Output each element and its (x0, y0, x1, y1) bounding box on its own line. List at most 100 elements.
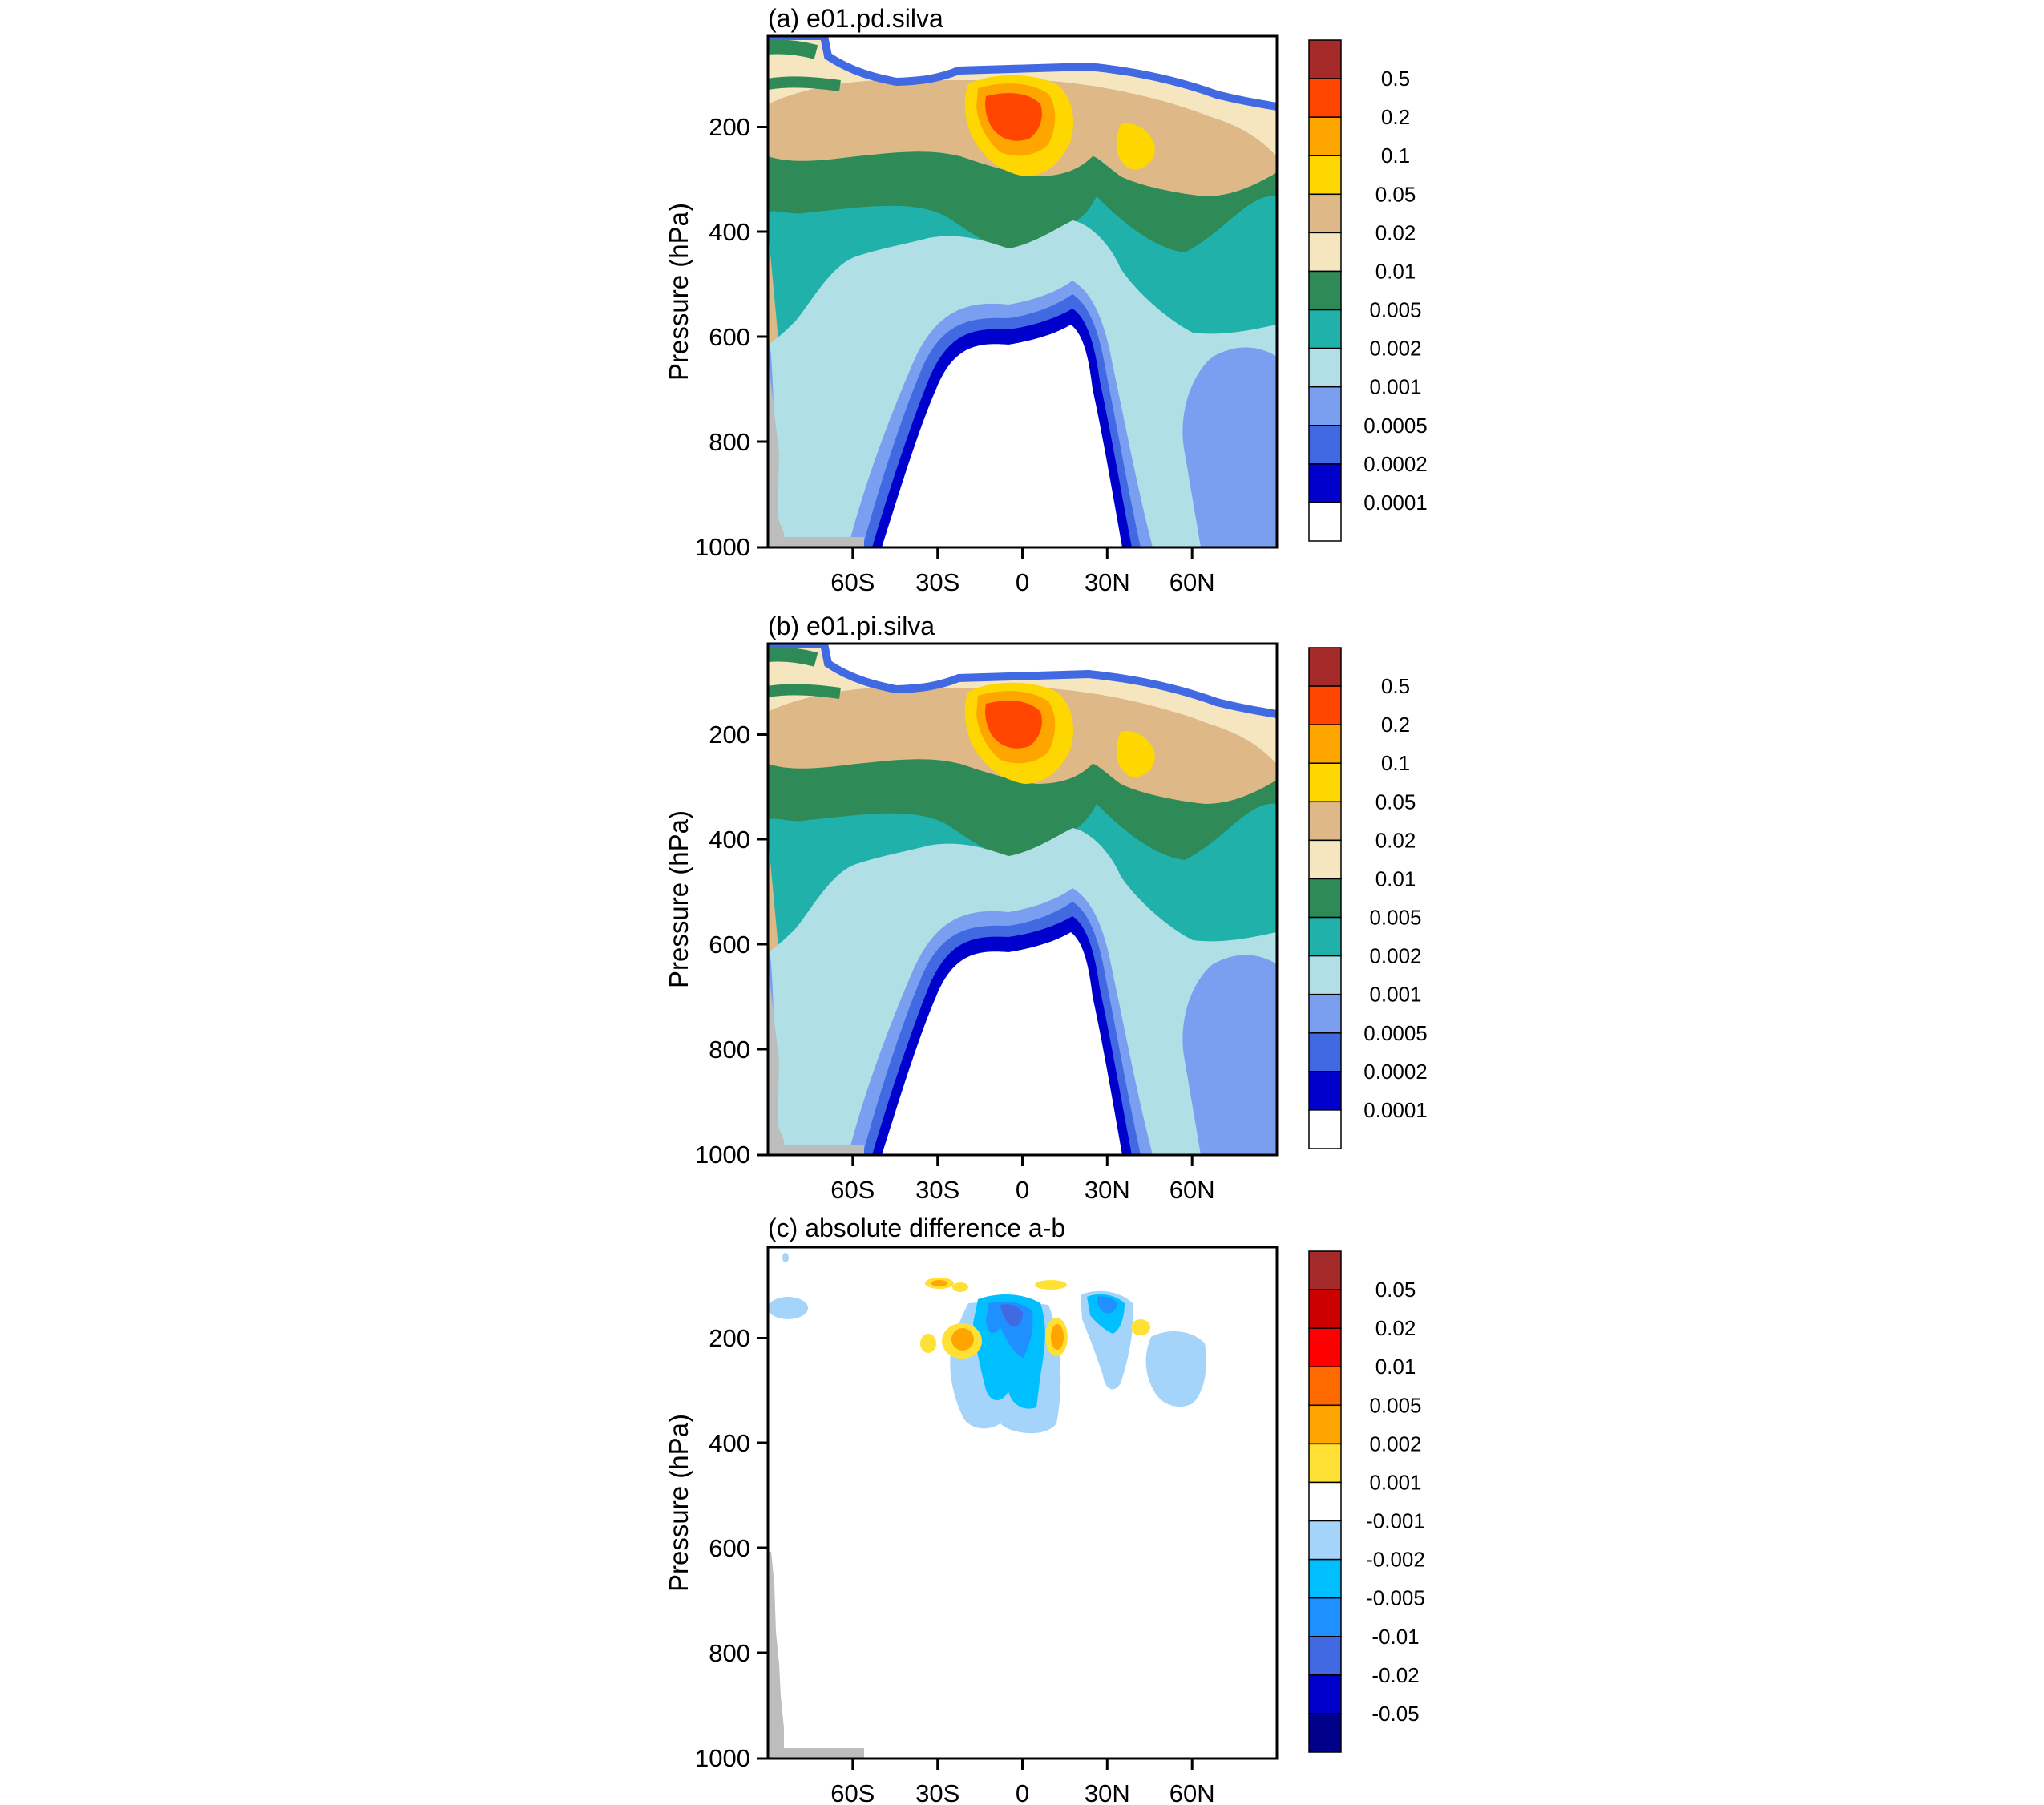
colorbar-label: 0.0005 (1363, 414, 1428, 438)
colorbar-swatch (1308, 78, 1342, 118)
y-axis-label: Pressure (hPa) (664, 203, 693, 381)
orography-mask (768, 357, 864, 547)
x-tick-label: 30N (1085, 1176, 1130, 1204)
stratosphere-white (768, 36, 1277, 104)
anomaly-negative (768, 1297, 808, 1319)
x-tick-label: 0 (1016, 568, 1029, 596)
y-tick-label: 600 (709, 931, 750, 959)
x-tick-label: 30S (915, 568, 959, 596)
colorbar-swatch (1308, 647, 1342, 687)
colorbar-swatch (1308, 1713, 1342, 1753)
colorbar-swatch (1308, 878, 1342, 919)
colorbar-label: 0.5 (1381, 674, 1410, 698)
x-tick-label: 60S (830, 1779, 875, 1805)
colorbar-label: 0.01 (1375, 259, 1416, 283)
colorbar-label: 0.05 (1375, 182, 1416, 206)
panel-title: (b) e01.pi.silva (768, 612, 935, 640)
polar-band-2 (768, 684, 841, 699)
colorbar-label: 0.002 (1369, 337, 1421, 361)
y-tick-label: 1000 (695, 1141, 750, 1169)
colorbar-swatch (1308, 801, 1342, 842)
y-tick-label: 1000 (695, 1744, 750, 1772)
colorbar-swatch (1308, 39, 1342, 79)
colorbar-label: 0.005 (1369, 1393, 1421, 1417)
y-tick-label: 200 (709, 721, 750, 749)
colorbar-label: 0.02 (1375, 828, 1416, 852)
x-axis: 60S 30S 0 30N 60N (830, 1759, 1215, 1805)
x-tick-label: 30N (1085, 568, 1130, 596)
colorbar-label: -0.01 (1371, 1625, 1419, 1649)
colorbar-swatch (1308, 1366, 1342, 1407)
y-axis: 200 400 600 800 1000 Pressure (hPa) (664, 1324, 768, 1772)
colorbar-swatch (1308, 270, 1342, 311)
y-axis: 200 400 600 800 1000 Pressure (hPa) (664, 113, 768, 561)
panel-title: (c) absolute difference a-b (768, 1213, 1065, 1242)
x-tick-label: 0 (1016, 1779, 1029, 1805)
anomaly-positive (1131, 1319, 1150, 1335)
colorbar-swatch (1308, 502, 1342, 542)
colorbar-label: 0.002 (1369, 944, 1421, 968)
colorbar-label: 0.2 (1381, 713, 1410, 737)
contour-field (768, 644, 1277, 1155)
y-tick-label: 200 (709, 113, 750, 141)
stratosphere-white (768, 644, 1277, 712)
panel-b: (b) e01.pi.silva (664, 612, 1428, 1204)
x-tick-label: 0 (1016, 1176, 1029, 1204)
anomaly-negative (1145, 1331, 1206, 1407)
panel-title: (a) e01.pd.silva (768, 4, 943, 33)
orography-mask (768, 1552, 864, 1759)
x-tick-label: 60S (830, 1176, 875, 1204)
anomaly-positive (951, 1328, 974, 1351)
polar-band (768, 39, 818, 59)
colorbar: 0.5 0.2 0.1 0.05 0.02 0.01 0.005 0.002 0.001 0.00… (1308, 39, 1428, 542)
colorbar: 0.05 0.02 0.01 0.005 0.002 0.001 -0.001 -0.002 -… (1308, 1250, 1425, 1753)
y-tick-label: 400 (709, 1429, 750, 1457)
colorbar-swatch (1308, 993, 1342, 1034)
anomaly-positive (952, 1282, 968, 1292)
y-axis-label: Pressure (hPa) (664, 810, 693, 988)
y-tick-label: 200 (709, 1324, 750, 1352)
contour-0.2 (985, 93, 1042, 141)
anomaly-negative (1097, 1296, 1117, 1314)
colorbar-swatch (1308, 1404, 1342, 1445)
colorbar-swatch (1308, 386, 1342, 426)
anomaly-negative (1000, 1304, 1023, 1327)
colorbar-label: 0.005 (1369, 298, 1421, 322)
x-tick-label: 30S (915, 1176, 959, 1204)
colorbar-swatch (1308, 1558, 1342, 1599)
colorbar-label: 0.0005 (1363, 1021, 1428, 1045)
colorbar-swatch (1308, 1481, 1342, 1522)
colorbar-swatch (1308, 1443, 1342, 1484)
y-tick-label: 400 (709, 218, 750, 246)
colorbar-label: -0.02 (1371, 1663, 1419, 1687)
colorbar-label: 0.0001 (1363, 491, 1428, 515)
y-axis: 200 400 600 800 1000 Pressure (hPa) (664, 721, 768, 1169)
colorbar-swatch (1308, 916, 1342, 957)
colorbar-label: -0.005 (1366, 1586, 1425, 1610)
colorbar-swatch (1308, 685, 1342, 725)
contour-0.0005-ne (1182, 955, 1277, 1155)
colorbar-swatch (1308, 309, 1342, 349)
colorbar-label: -0.002 (1366, 1548, 1425, 1572)
colorbar-swatch (1308, 1071, 1342, 1111)
colorbar-swatch (1308, 955, 1342, 995)
stratosphere-edge (768, 644, 1277, 718)
y-tick-label: 800 (709, 428, 750, 456)
colorbar-swatch (1308, 1636, 1342, 1676)
y-tick-label: 1000 (695, 533, 750, 561)
colorbar-label: 0.05 (1375, 1278, 1416, 1302)
anomaly-positive (1051, 1324, 1064, 1350)
colorbar-swatch (1308, 232, 1342, 273)
colorbar-label: 0.0002 (1363, 452, 1428, 476)
colorbar-swatch (1308, 1289, 1342, 1329)
colorbar-label: 0.001 (1369, 983, 1421, 1007)
y-tick-label: 400 (709, 826, 750, 854)
colorbar-label: 0.05 (1375, 789, 1416, 814)
anomaly-positive (920, 1334, 936, 1353)
x-tick-label: 60N (1169, 1779, 1215, 1805)
colorbar-swatch (1308, 425, 1342, 465)
colorbar-label: 0.1 (1381, 751, 1410, 775)
x-tick-label: 60N (1169, 1176, 1215, 1204)
colorbar-label: 0.001 (1369, 375, 1421, 399)
colorbar-label: 0.2 (1381, 105, 1410, 129)
